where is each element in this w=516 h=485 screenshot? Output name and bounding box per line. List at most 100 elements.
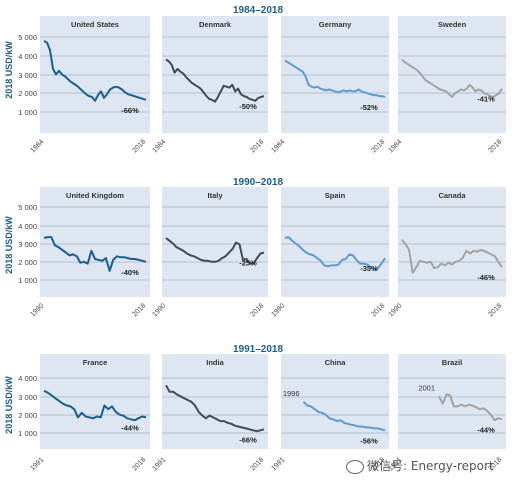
percent-change-label: -66% [239, 435, 257, 444]
panel-background [40, 16, 150, 133]
x-tick-label: 1991 [270, 456, 286, 472]
panel-background [162, 187, 268, 297]
series-line [302, 401, 386, 432]
y-tick-label: 2 000 [18, 258, 37, 267]
start-year-annotation: 2001 [418, 383, 435, 392]
panel-background [281, 354, 389, 449]
x-tick-label: 2018 [487, 302, 503, 318]
start-year-annotation: 1996 [283, 389, 300, 398]
series-line [43, 389, 147, 422]
percent-change-label: -56% [360, 436, 378, 445]
x-tick-label: 2018 [131, 302, 147, 318]
x-tick-label: 1984 [29, 138, 45, 154]
series-line [401, 239, 503, 274]
series-line [438, 393, 503, 422]
panel-name: Sweden [438, 20, 467, 29]
panel-background [281, 187, 389, 297]
panel-background [281, 16, 389, 133]
percent-change-label: -25% [239, 259, 257, 268]
percent-change-label: -44% [477, 425, 495, 434]
panel-name: United States [71, 20, 119, 29]
series-line [284, 59, 386, 98]
y-axis-label: 2018 USD/kW [4, 216, 14, 274]
x-tick-label: 2018 [131, 138, 147, 154]
panel-sweden: Sweden -41% 1984 2018 [387, 16, 506, 154]
panel-united-kingdom: United Kingdom -40% 1990 2018 [29, 187, 150, 318]
section-title: 1984–2018 [233, 5, 283, 16]
x-tick-label: 2018 [487, 138, 503, 154]
chart-section-0: 1984–2018 2018 USD/kW 1 000 2 000 3 000 4 000… [4, 5, 506, 154]
panel-france: France -44% 1991 2018 [29, 354, 150, 472]
watermark: 微信号: Energy-report [346, 457, 494, 474]
y-axis-label: 2018 USD/kW [4, 376, 14, 434]
x-tick-label: 1991 [151, 456, 167, 472]
series-line [284, 236, 386, 271]
x-tick-label: 1991 [29, 456, 45, 472]
section-title: 1990–2018 [233, 177, 283, 188]
x-tick-label: 1984 [387, 138, 403, 154]
y-tick-label: 1 000 [18, 429, 37, 438]
panel-denmark: Denmark -50% 1984 2018 [151, 16, 268, 154]
x-tick-label: 1990 [270, 302, 286, 318]
series-line [165, 384, 265, 433]
chart-section-1: 1990–2018 2018 USD/kW 1 000 2 000 3 000 4 000… [4, 177, 506, 318]
x-tick-label: 1990 [29, 302, 45, 318]
wechat-icon [346, 459, 364, 474]
panel-spain: Spain -35% 1990 2018 [270, 187, 389, 318]
y-tick-label: 4 000 [18, 52, 37, 61]
y-tick-label: 3 000 [18, 71, 37, 80]
series-line [43, 39, 147, 102]
chart-section-2: 1991–2018 2018 USD/kW 1 000 2 000 3 000 4 000… [4, 344, 506, 472]
panel-canada: Canada -46% 1990 2018 [387, 187, 506, 318]
section-title: 1991–2018 [233, 344, 283, 355]
series-line [165, 237, 265, 265]
x-tick-label: 1984 [151, 138, 167, 154]
watermark-text: 微信号: Energy-report [367, 459, 494, 473]
x-tick-label: 2018 [249, 138, 265, 154]
y-tick-label: 3 000 [18, 393, 37, 402]
panel-name: Denmark [199, 20, 232, 29]
panel-background [398, 16, 506, 133]
panel-united-states: United States -66% 1984 2018 [29, 16, 150, 154]
percent-change-label: -66% [121, 106, 139, 115]
panel-background [398, 187, 506, 297]
panel-background [40, 354, 150, 449]
x-tick-label: 2018 [249, 302, 265, 318]
y-tick-label: 3 000 [18, 240, 37, 249]
percent-change-label: -41% [477, 95, 495, 104]
panel-name: India [206, 358, 224, 367]
y-tick-label: 1 000 [18, 108, 37, 117]
x-tick-label: 2018 [131, 456, 147, 472]
x-tick-label: 1990 [151, 302, 167, 318]
y-tick-label: 5 000 [18, 203, 37, 212]
percent-change-label: -52% [360, 103, 378, 112]
panel-name: France [83, 358, 108, 367]
y-tick-label: 1 000 [18, 276, 37, 285]
panel-background [162, 16, 268, 133]
panel-name: Brazil [442, 358, 462, 367]
x-tick-label: 1990 [387, 302, 403, 318]
y-tick-label: 5 000 [18, 33, 37, 42]
panel-background [40, 187, 150, 297]
panel-name: Canada [438, 191, 466, 200]
y-tick-label: 2 000 [18, 89, 37, 98]
series-line [165, 58, 265, 103]
percent-change-label: -40% [121, 268, 139, 277]
percent-change-label: -46% [477, 273, 495, 282]
series-line [401, 58, 503, 98]
percent-change-label: -50% [239, 102, 257, 111]
x-tick-label: 1984 [270, 138, 286, 154]
y-tick-label: 4 000 [18, 222, 37, 231]
y-tick-label: 2 000 [18, 411, 37, 420]
series-line [43, 236, 147, 272]
x-tick-label: 2018 [249, 456, 265, 472]
panel-name: Italy [207, 191, 223, 200]
y-axis-label: 2018 USD/kW [4, 41, 14, 99]
panel-india: India -66% 1991 2018 [151, 354, 268, 472]
panel-germany: Germany -52% 1984 2018 [270, 16, 389, 154]
panel-name: United Kingdom [66, 191, 124, 200]
percent-change-label: -44% [121, 423, 139, 432]
